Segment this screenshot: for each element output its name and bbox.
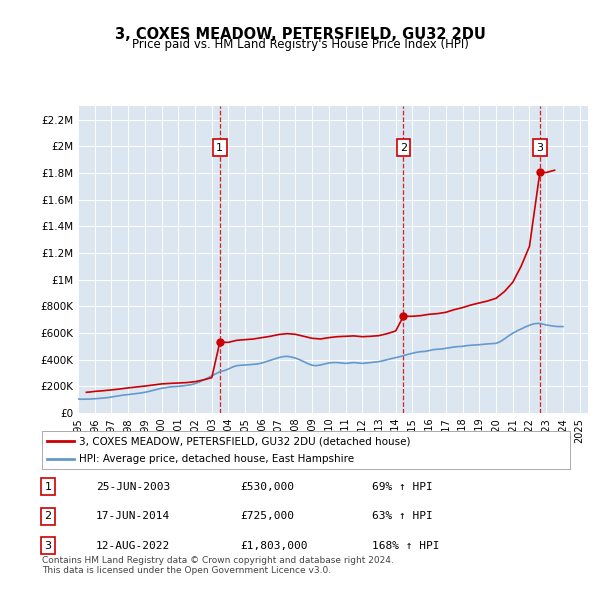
- Text: £725,000: £725,000: [240, 512, 294, 521]
- Text: Price paid vs. HM Land Registry's House Price Index (HPI): Price paid vs. HM Land Registry's House …: [131, 38, 469, 51]
- Text: HPI: Average price, detached house, East Hampshire: HPI: Average price, detached house, East…: [79, 454, 354, 464]
- Text: 3, COXES MEADOW, PETERSFIELD, GU32 2DU (detached house): 3, COXES MEADOW, PETERSFIELD, GU32 2DU (…: [79, 437, 410, 447]
- Text: 3: 3: [44, 541, 52, 550]
- Text: 12-AUG-2022: 12-AUG-2022: [96, 541, 170, 550]
- Text: 2: 2: [400, 143, 407, 153]
- Text: 1: 1: [44, 482, 52, 491]
- Text: 3: 3: [536, 143, 544, 153]
- Text: £1,803,000: £1,803,000: [240, 541, 308, 550]
- Text: 17-JUN-2014: 17-JUN-2014: [96, 512, 170, 521]
- Text: 2: 2: [44, 512, 52, 521]
- Text: 168% ↑ HPI: 168% ↑ HPI: [372, 541, 439, 550]
- Text: 69% ↑ HPI: 69% ↑ HPI: [372, 482, 433, 491]
- Text: 1: 1: [216, 143, 223, 153]
- Text: Contains HM Land Registry data © Crown copyright and database right 2024.
This d: Contains HM Land Registry data © Crown c…: [42, 556, 394, 575]
- Text: 63% ↑ HPI: 63% ↑ HPI: [372, 512, 433, 521]
- Text: 25-JUN-2003: 25-JUN-2003: [96, 482, 170, 491]
- Text: 3, COXES MEADOW, PETERSFIELD, GU32 2DU: 3, COXES MEADOW, PETERSFIELD, GU32 2DU: [115, 27, 485, 41]
- Text: £530,000: £530,000: [240, 482, 294, 491]
